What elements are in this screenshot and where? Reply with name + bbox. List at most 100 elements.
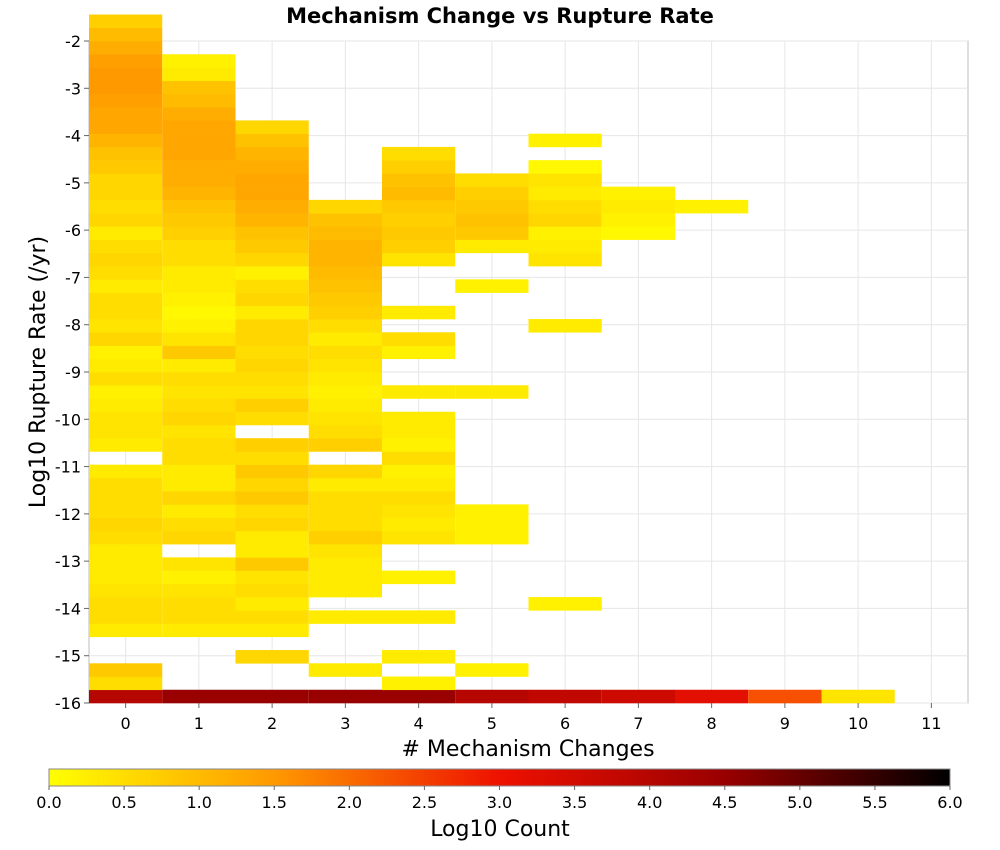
heatmap-cell	[89, 332, 163, 346]
heatmap-cell	[308, 477, 382, 492]
heatmap-cell	[308, 372, 382, 386]
heatmap-cell	[162, 557, 236, 571]
heatmap-cell	[89, 120, 163, 134]
heatmap-cell	[162, 186, 236, 201]
heatmap-cell	[162, 252, 236, 267]
colorbar-tick-label: 5.5	[862, 793, 887, 812]
colorbar-tick-label: 1.5	[262, 793, 287, 812]
heatmap-cell	[308, 345, 382, 360]
heatmap-cell	[308, 583, 382, 598]
heatmap-cell	[308, 530, 382, 545]
heatmap-cell	[89, 266, 163, 280]
heatmap-cell	[308, 517, 382, 532]
colorbar	[48, 768, 951, 787]
x-tick-label: 5	[487, 714, 497, 733]
heatmap-cell	[528, 199, 602, 214]
colorbar-tick-label: 0.5	[111, 793, 136, 812]
heatmap-cell	[89, 610, 163, 624]
heatmap-cell	[235, 557, 309, 571]
heatmap-cell	[235, 279, 309, 293]
heatmap-cell	[308, 266, 382, 280]
heatmap-cell	[235, 451, 309, 465]
heatmap-cell	[89, 689, 163, 704]
heatmap-cell	[89, 107, 163, 121]
heatmap-cell	[89, 279, 163, 293]
heatmap-cell	[162, 517, 236, 532]
heatmap-cell	[89, 27, 163, 42]
heatmap-cell	[89, 491, 163, 505]
heatmap-cell	[308, 491, 382, 505]
heatmap-cell	[89, 41, 163, 55]
heatmap-cell	[235, 398, 309, 413]
heatmap-cell	[382, 438, 456, 452]
heatmap-cell	[382, 504, 456, 518]
heatmap-cell	[382, 689, 456, 704]
heatmap-cell	[235, 570, 309, 585]
heatmap-cell	[382, 239, 456, 254]
heatmap-cell	[382, 146, 456, 161]
y-tick-label: -14	[55, 599, 81, 618]
colorbar-tick-label: 0.0	[36, 793, 61, 812]
heatmap-cell	[162, 279, 236, 293]
heatmap-cell	[308, 398, 382, 413]
heatmap-cell	[235, 213, 309, 227]
chart-title: Mechanism Change vs Rupture Rate	[286, 4, 714, 28]
heatmap-cell	[748, 689, 822, 704]
y-tick-label: -8	[65, 316, 81, 335]
heatmap-cell	[89, 385, 163, 399]
heatmap-cell	[235, 583, 309, 598]
heatmap-cell	[528, 213, 602, 227]
heatmap-cell	[162, 67, 236, 82]
heatmap-cell	[235, 252, 309, 267]
heatmap-cell	[601, 199, 675, 214]
heatmap-cell	[308, 385, 382, 399]
y-tick-label: -16	[55, 694, 81, 713]
colorbar-tick-label: 3.0	[487, 793, 512, 812]
heatmap-cell	[235, 239, 309, 254]
heatmap-cell	[455, 663, 529, 677]
heatmap-cell	[235, 345, 309, 360]
heatmap-cell	[89, 504, 163, 518]
heatmap-cell	[89, 199, 163, 214]
heatmap-cell	[89, 292, 163, 307]
heatmap-cell	[89, 160, 163, 174]
heatmap-cell	[235, 464, 309, 479]
x-tick-label: 3	[340, 714, 350, 733]
heatmap-cell	[235, 173, 309, 187]
heatmap-cell	[308, 305, 382, 320]
heatmap-cell	[308, 610, 382, 624]
heatmap-cell	[89, 464, 163, 479]
colorbar-tick-label: 6.0	[937, 793, 962, 812]
y-tick-label: -4	[65, 127, 81, 146]
heatmap-cell	[162, 464, 236, 479]
heatmap-cell	[455, 504, 529, 518]
heatmap-cell	[308, 319, 382, 333]
heatmap-cell	[528, 226, 602, 240]
heatmap-cell	[162, 292, 236, 307]
heatmap-cell	[382, 570, 456, 585]
heatmap-cell	[308, 570, 382, 585]
heatmap-cell	[162, 358, 236, 373]
heatmap-cell	[675, 689, 749, 704]
heatmap-cell	[382, 517, 456, 532]
heatmap-cell	[308, 411, 382, 426]
heatmap-cell	[162, 239, 236, 254]
heatmap-cell	[382, 451, 456, 465]
heatmap-cell	[162, 80, 236, 95]
heatmap-cell	[528, 173, 602, 187]
heatmap-cell	[162, 93, 236, 108]
heatmap-cell	[235, 477, 309, 492]
colorbar-tick-label: 4.5	[712, 793, 737, 812]
heatmap-cell	[235, 491, 309, 505]
heatmap-cell	[455, 385, 529, 399]
heatmap-cell	[528, 597, 602, 611]
heatmap-cell	[528, 239, 602, 254]
heatmap-cell	[382, 610, 456, 624]
heatmap-cell	[821, 689, 895, 704]
heatmap-cell	[675, 199, 749, 214]
heatmap-cell	[235, 319, 309, 333]
heatmap-cell	[162, 424, 236, 439]
y-tick-label: -3	[65, 79, 81, 98]
heatmap-cell	[162, 332, 236, 346]
heatmap-cell	[89, 93, 163, 108]
